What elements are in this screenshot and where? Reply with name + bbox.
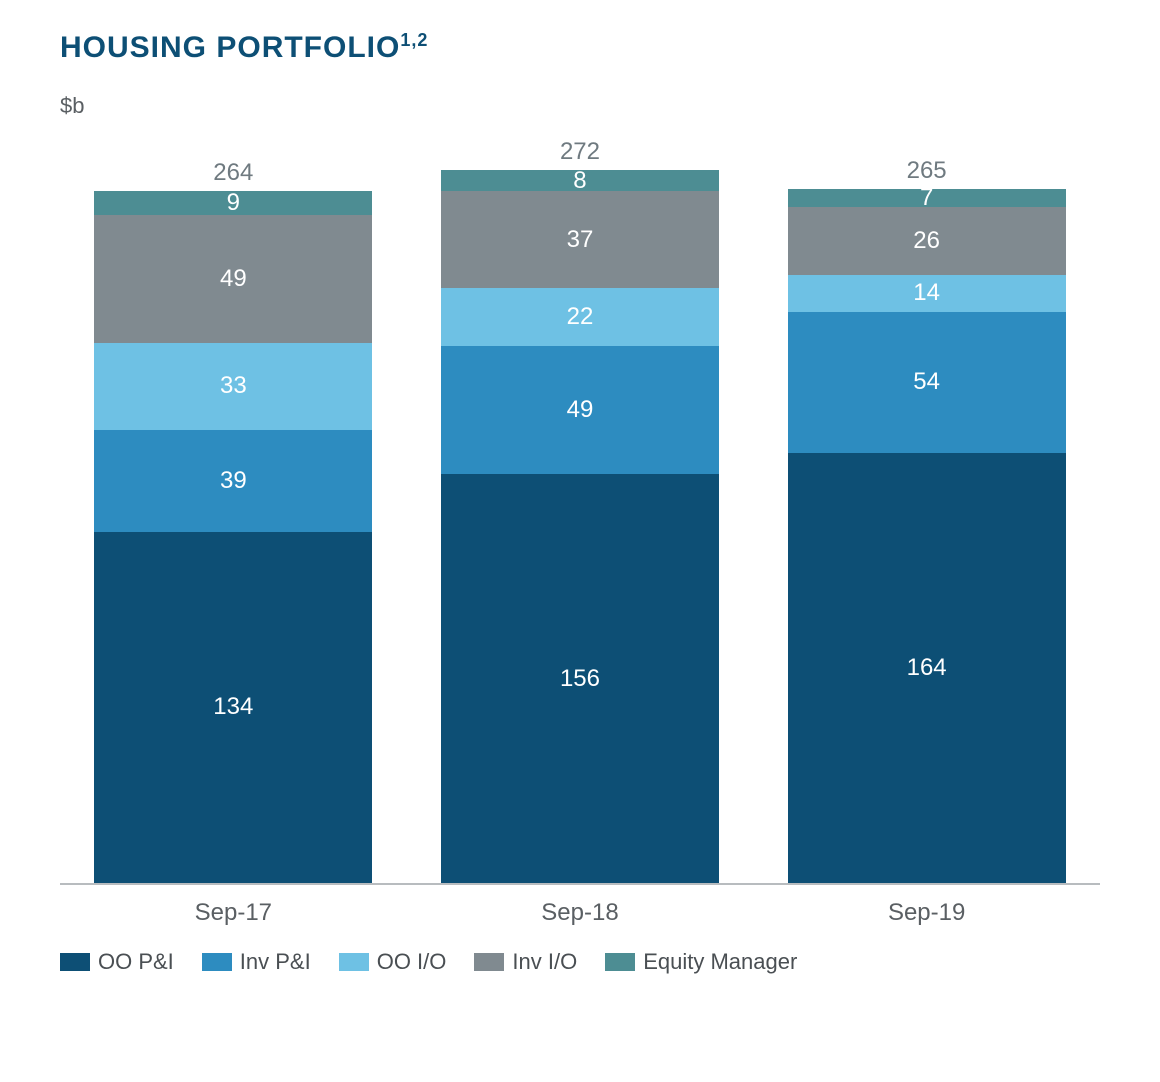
legend-label: Inv P&I xyxy=(240,949,311,975)
legend-item-inv_io: Inv I/O xyxy=(474,949,577,975)
x-axis-label: Sep-18 xyxy=(441,899,719,927)
bar-segment-value: 156 xyxy=(560,665,600,693)
legend-swatch xyxy=(474,953,504,971)
bar-segment-inv_io: 26 xyxy=(788,207,1066,275)
bar-segment-oo_pi: 156 xyxy=(441,474,719,883)
bar-segment-oo_io: 33 xyxy=(94,343,372,429)
bar-segment-oo_pi: 134 xyxy=(94,532,372,883)
bar-column: 264 134 39 33 49 9 xyxy=(94,159,372,883)
bar-segment-equity: 8 xyxy=(441,170,719,191)
bar-segment-inv_io: 37 xyxy=(441,191,719,288)
y-axis-unit: $b xyxy=(60,93,1100,119)
bar-segment-inv_pi: 39 xyxy=(94,430,372,532)
legend: OO P&I Inv P&I OO I/O Inv I/O Equity Manager xyxy=(60,949,1100,975)
legend-item-oo_pi: OO P&I xyxy=(60,949,174,975)
bar-segment-inv_pi: 49 xyxy=(441,346,719,474)
bar-segment-inv_io: 49 xyxy=(94,215,372,343)
bar-total-label: 264 xyxy=(213,159,253,187)
bar-segment-value: 54 xyxy=(913,368,940,396)
legend-swatch xyxy=(60,953,90,971)
bar-segment-inv_pi: 54 xyxy=(788,312,1066,454)
chart-title: HOUSING PORTFOLIO1,2 xyxy=(60,30,1100,65)
bar-total-label: 265 xyxy=(907,157,947,185)
bar-segment-value: 49 xyxy=(220,265,247,293)
bar-segment-value: 26 xyxy=(913,227,940,255)
bar-segment-oo_io: 14 xyxy=(788,275,1066,312)
legend-label: Equity Manager xyxy=(643,949,797,975)
bar-segment-value: 37 xyxy=(567,226,594,254)
x-axis-label: Sep-19 xyxy=(788,899,1066,927)
legend-swatch xyxy=(605,953,635,971)
bars-area: 264 134 39 33 49 9 272 156 49 22 37 8 265 164 54 14 26 7 xyxy=(60,125,1100,883)
bar-total-label: 272 xyxy=(560,138,600,166)
legend-item-oo_io: OO I/O xyxy=(339,949,447,975)
bar-stack: 156 49 22 37 8 xyxy=(441,170,719,883)
legend-item-inv_pi: Inv P&I xyxy=(202,949,311,975)
bar-segment-oo_io: 22 xyxy=(441,288,719,346)
bar-segment-equity: 7 xyxy=(788,189,1066,207)
bar-segment-value: 9 xyxy=(227,189,240,217)
bar-segment-equity: 9 xyxy=(94,191,372,215)
x-axis-labels: Sep-17 Sep-18 Sep-19 xyxy=(60,899,1100,927)
legend-label: Inv I/O xyxy=(512,949,577,975)
bar-segment-value: 39 xyxy=(220,467,247,495)
x-axis-label: Sep-17 xyxy=(94,899,372,927)
bar-stack: 134 39 33 49 9 xyxy=(94,191,372,883)
legend-label: OO P&I xyxy=(98,949,174,975)
legend-item-equity: Equity Manager xyxy=(605,949,797,975)
bar-segment-value: 33 xyxy=(220,372,247,400)
bar-column: 272 156 49 22 37 8 xyxy=(441,138,719,883)
chart-container: HOUSING PORTFOLIO1,2 $b 264 134 39 33 49 9 272… xyxy=(0,0,1160,1082)
bar-segment-value: 134 xyxy=(213,693,253,721)
bar-segment-value: 164 xyxy=(907,654,947,682)
bar-segment-value: 14 xyxy=(913,279,940,307)
bar-segment-value: 49 xyxy=(567,396,594,424)
bar-segment-value: 22 xyxy=(567,303,594,331)
chart-title-text: HOUSING PORTFOLIO xyxy=(60,31,400,64)
plot-area: 264 134 39 33 49 9 272 156 49 22 37 8 265 164 54 14 26 7 xyxy=(60,125,1100,885)
legend-swatch xyxy=(202,953,232,971)
bar-stack: 164 54 14 26 7 xyxy=(788,189,1066,883)
chart-title-superscript: 1,2 xyxy=(400,30,428,50)
legend-swatch xyxy=(339,953,369,971)
legend-label: OO I/O xyxy=(377,949,447,975)
bar-segment-oo_pi: 164 xyxy=(788,453,1066,883)
bar-column: 265 164 54 14 26 7 xyxy=(788,157,1066,883)
